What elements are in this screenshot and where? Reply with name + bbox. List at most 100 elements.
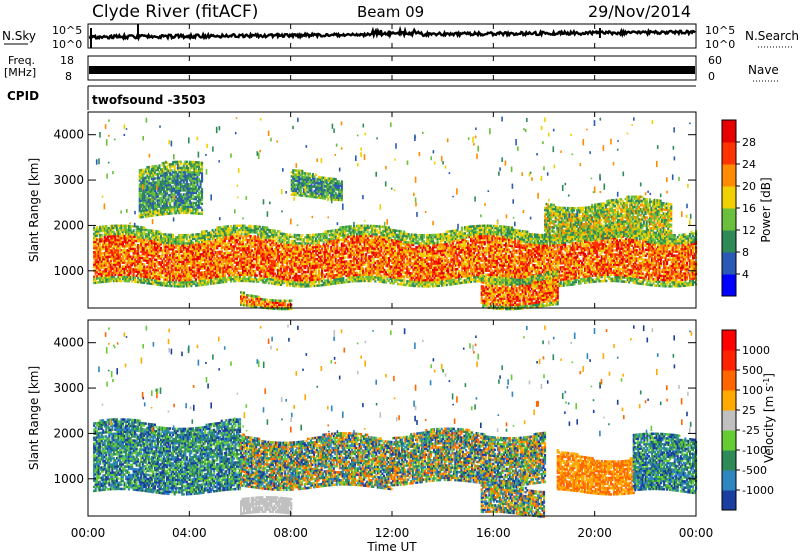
echo-cell (121, 259, 124, 262)
echo-cell (164, 233, 167, 236)
echo-cell (290, 258, 293, 261)
echo-cell (138, 258, 141, 261)
echo-cell (280, 252, 283, 256)
echo-cell (280, 254, 283, 258)
echo-cell (336, 269, 339, 273)
echo-cell (366, 273, 369, 277)
echo-cell (128, 267, 131, 271)
echo-cell (333, 243, 336, 246)
echo-cell (106, 257, 109, 261)
echo-cell (298, 283, 301, 286)
echo-cell (389, 271, 392, 274)
echo-cell (105, 227, 108, 230)
echo-cell (263, 246, 266, 249)
echo-cell (103, 251, 106, 255)
echo-cell (290, 272, 293, 275)
echo-cell (103, 280, 106, 283)
echo-cell (324, 263, 327, 266)
echo-cell (266, 246, 269, 250)
echo-cell (383, 250, 386, 253)
echo-cell (131, 233, 134, 236)
echo-cell (149, 278, 152, 281)
echo-cell (184, 258, 187, 261)
echo-cell (111, 247, 114, 250)
echo-cell (287, 243, 290, 246)
echo-cell (187, 280, 190, 284)
echo-cell (342, 248, 345, 251)
echo-cell (375, 265, 378, 269)
echo-cell (251, 241, 254, 244)
echo-cell (216, 250, 219, 254)
echo-cell (225, 245, 228, 249)
echo-cell (234, 224, 237, 228)
echo-cell (375, 241, 378, 244)
echo-cell (178, 266, 181, 270)
echo-cell (222, 256, 225, 259)
echo-cell (176, 240, 179, 243)
echo-cell (134, 280, 137, 283)
echo-cell (333, 235, 336, 238)
echo-cell (182, 272, 185, 276)
echo-cell (290, 243, 293, 247)
echo-cell (176, 270, 179, 274)
echo-cell (275, 252, 278, 255)
echo-cell (351, 276, 354, 279)
echo-cell (128, 228, 131, 232)
echo-cell (207, 250, 210, 253)
echo-cell (246, 277, 249, 281)
echo-cell (302, 281, 305, 284)
echo-cell (345, 237, 348, 241)
echo-cell (315, 233, 318, 236)
echo-cell (272, 255, 275, 259)
echo-cell (264, 250, 267, 254)
echo-cell (179, 236, 182, 239)
echo-cell (105, 272, 108, 275)
echo-cell (369, 259, 372, 262)
echo-cell (222, 246, 225, 249)
echo-cell (362, 238, 365, 242)
echo-cell (202, 271, 205, 274)
echo-cell (103, 239, 106, 243)
echo-cell (167, 256, 170, 259)
echo-cell (173, 276, 176, 280)
echo-cell (187, 240, 190, 243)
echo-cell (289, 253, 292, 257)
echo-cell (368, 232, 371, 236)
echo-cell (246, 226, 249, 230)
echo-cell (313, 256, 316, 259)
echo-cell (272, 272, 275, 275)
echo-cell (384, 244, 387, 247)
echo-cell (239, 236, 242, 240)
echo-cell (360, 234, 363, 238)
echo-cell (181, 250, 184, 253)
echo-cell (199, 281, 202, 285)
echo-cell (204, 283, 207, 286)
echo-cell (392, 274, 395, 277)
echo-cell (132, 225, 135, 228)
echo-cell (132, 274, 135, 277)
echo-cell (246, 247, 249, 250)
echo-cell (251, 229, 254, 232)
echo-cell (146, 267, 149, 271)
echo-cell (362, 247, 365, 250)
echo-cell (394, 239, 397, 242)
echo-cell (120, 259, 123, 262)
echo-cell (261, 252, 264, 255)
echo-cell (204, 250, 207, 254)
echo-cell (217, 265, 220, 268)
echo-cell (372, 267, 375, 271)
echo-cell (340, 267, 343, 270)
echo-cell (222, 242, 225, 245)
echo-cell (267, 253, 270, 256)
echo-cell (128, 253, 131, 256)
echo-cell (375, 259, 378, 263)
echo-cell (126, 271, 129, 275)
echo-cell (210, 276, 213, 279)
echo-cell (134, 256, 137, 259)
echo-cell (258, 262, 261, 265)
echo-cell (132, 259, 135, 263)
echo-cell (172, 278, 175, 282)
echo-cell (115, 238, 118, 242)
echo-cell (298, 256, 301, 259)
echo-cell (205, 276, 208, 280)
